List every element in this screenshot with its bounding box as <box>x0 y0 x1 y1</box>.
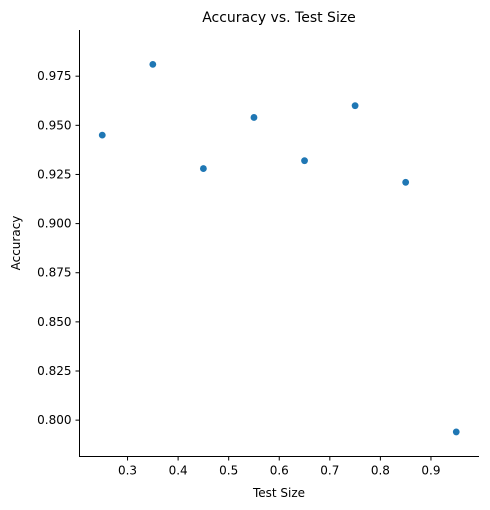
chart-title: Accuracy vs. Test Size <box>202 10 356 26</box>
x-tick-label: 0.9 <box>421 464 440 478</box>
y-axis-ticks: 0.800 0.825 0.850 0.875 0.900 0.925 0.950 0.975 <box>37 69 80 427</box>
y-tick-label: 0.950 <box>37 118 71 132</box>
y-tick-label: 0.850 <box>37 315 71 329</box>
data-point <box>250 114 258 121</box>
y-tick-label: 0.875 <box>37 266 71 280</box>
data-point <box>452 428 460 436</box>
y-tick-label: 0.825 <box>37 364 71 378</box>
data-points <box>98 60 460 436</box>
data-point <box>301 157 308 165</box>
x-tick-label: 0.8 <box>371 464 390 478</box>
data-point <box>199 165 207 172</box>
y-tick-label: 0.925 <box>37 167 71 181</box>
y-axis-label: Accuracy <box>9 216 23 271</box>
data-point <box>351 102 359 110</box>
x-axis-label: Test Size <box>252 486 305 500</box>
y-tick-label: 0.900 <box>37 217 71 231</box>
data-point <box>98 131 106 139</box>
x-tick-label: 0.7 <box>320 464 339 478</box>
x-tick-label: 0.5 <box>219 464 238 478</box>
y-tick-label: 0.975 <box>37 69 71 83</box>
data-point <box>149 60 157 68</box>
y-tick-label: 0.800 <box>37 413 71 427</box>
x-tick-label: 0.4 <box>169 464 188 478</box>
data-point <box>402 178 410 186</box>
x-axis-ticks: 0.3 0.4 0.5 0.6 0.7 0.8 0.9 <box>118 456 441 478</box>
x-tick-label: 0.3 <box>118 464 137 478</box>
x-tick-label: 0.6 <box>270 464 289 478</box>
